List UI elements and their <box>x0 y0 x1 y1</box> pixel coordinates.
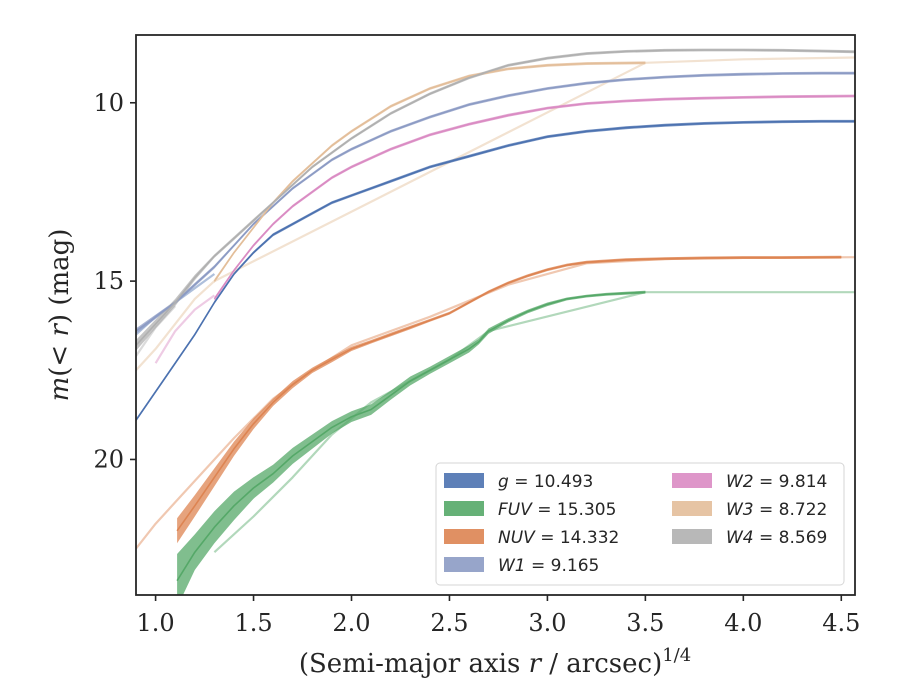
x-axis-label: (Semi-major axis r / arcsec)1/4 <box>299 645 691 679</box>
y-axis-ticks: 10 15 20 <box>93 89 136 473</box>
legend-label-w1: W1 = 9.165 <box>498 556 599 576</box>
profile-line-w1 <box>136 72 855 332</box>
legend-label-w2: W2 = 9.814 <box>726 472 827 492</box>
x-tick-label: 3.0 <box>528 609 566 637</box>
x-tick-label: 3.5 <box>626 609 664 637</box>
x-tick-label: 4.0 <box>724 609 762 637</box>
profile-line-nuv <box>176 256 842 532</box>
x-tick-label: 2.5 <box>430 609 468 637</box>
legend-box <box>435 462 845 586</box>
legend-swatch-fuv <box>444 501 484 516</box>
x-tick-label: 4.5 <box>822 609 860 637</box>
legend-label-nuv: NUV = 14.332 <box>498 528 619 548</box>
profile-lines <box>136 49 855 582</box>
profile-line-g <box>136 120 855 421</box>
y-tick-label: 20 <box>93 445 124 473</box>
profile-line-w3 <box>213 62 646 282</box>
legend-label-g: g = 10.493 <box>498 472 593 492</box>
plot-frame <box>135 34 856 596</box>
legend-swatch-w4 <box>672 529 712 544</box>
legend: g = 10.493 FUV = 15.305 NUV = 14.332 W1 = 9… <box>435 462 845 586</box>
legend-swatch-w2 <box>672 473 712 488</box>
legend-label-fuv: FUV = 15.305 <box>498 500 616 520</box>
y-tick-label: 10 <box>93 89 124 117</box>
x-tick-label: 1.0 <box>137 609 175 637</box>
legend-swatch-w3 <box>672 501 712 516</box>
legend-label-w3: W3 = 8.722 <box>726 500 827 520</box>
y-tick-label: 15 <box>93 267 124 295</box>
profile-line-fuv <box>176 291 646 582</box>
y-axis-label: m(< r) (mag) <box>45 229 75 402</box>
profile-line-w4 <box>136 49 855 346</box>
legend-swatch-g <box>444 473 484 488</box>
legend-swatch-nuv <box>444 529 484 544</box>
extrapolation-w2 <box>154 294 216 364</box>
profile-line-w2 <box>213 95 855 300</box>
x-tick-label: 2.0 <box>332 609 370 637</box>
legend-swatch-w1 <box>444 557 484 572</box>
legend-label-w4: W4 = 8.569 <box>726 528 827 548</box>
extrapolation-w3 <box>136 56 855 372</box>
x-axis-ticks: 1.0 1.5 2.0 2.5 3.0 3.5 4.0 4.5 <box>137 595 860 637</box>
x-tick-label: 1.5 <box>234 609 272 637</box>
